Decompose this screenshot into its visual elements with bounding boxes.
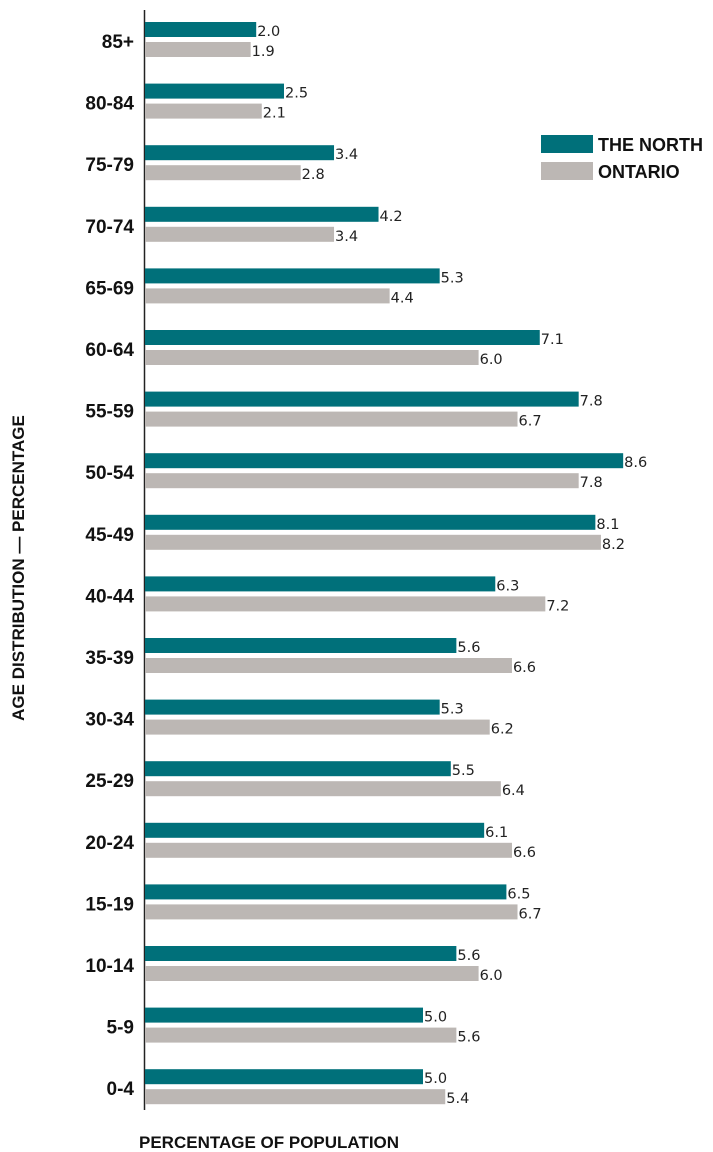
value-label-ontario-45-49: 8.2: [602, 537, 625, 553]
bar-ontario-60-64: [145, 350, 479, 365]
value-label-the-north-75-79: 3.4: [335, 147, 358, 163]
value-label-ontario-85: 1.9: [252, 44, 275, 60]
bar-ontario-20-24: [145, 842, 512, 858]
bar-the-north-10-14: [145, 946, 457, 961]
value-label-ontario-80-84: 2.1: [263, 106, 286, 122]
category-label-25-29: 25-29: [85, 771, 134, 792]
category-label-35-39: 35-39: [85, 648, 134, 669]
value-label-ontario-40-44: 7.2: [546, 598, 569, 614]
legend-swatch-ontario: [541, 162, 593, 180]
legend-label-the-north: THE NORTH: [598, 135, 703, 155]
category-label-70-74: 70-74: [85, 217, 134, 238]
value-label-ontario-70-74: 3.4: [335, 229, 358, 245]
bar-the-north-85: [145, 22, 257, 37]
category-label-45-49: 45-49: [85, 525, 134, 546]
category-label-55-59: 55-59: [85, 402, 134, 423]
value-label-the-north-45-49: 8.1: [596, 517, 619, 533]
bar-ontario-50-54: [145, 473, 579, 489]
value-label-ontario-75-79: 2.8: [302, 167, 325, 183]
value-label-ontario-15-19: 6.7: [519, 906, 542, 922]
bar-the-north-60-64: [145, 330, 540, 345]
bar-ontario-10-14: [145, 966, 479, 981]
legend: THE NORTH ONTARIO: [541, 135, 703, 182]
value-label-the-north-65-69: 5.3: [441, 270, 464, 286]
bar-the-north-30-34: [145, 699, 440, 715]
value-label-the-north-60-64: 7.1: [541, 332, 564, 348]
bar-ontario-65-69: [145, 288, 390, 304]
value-label-the-north-35-39: 5.6: [457, 640, 480, 656]
category-label-65-69: 65-69: [85, 278, 134, 299]
value-label-the-north-0-4: 5.0: [424, 1071, 447, 1087]
value-label-the-north-55-59: 7.8: [580, 394, 603, 410]
category-label-15-19: 15-19: [85, 894, 134, 915]
category-label-20-24: 20-24: [85, 833, 134, 854]
bar-the-north-80-84: [145, 83, 284, 99]
value-label-ontario-30-34: 6.2: [491, 722, 514, 738]
value-label-ontario-0-4: 5.4: [446, 1091, 469, 1107]
bar-ontario-55-59: [145, 411, 518, 427]
value-label-ontario-65-69: 4.4: [391, 290, 414, 306]
bar-ontario-0-4: [145, 1089, 446, 1105]
bar-ontario-70-74: [145, 226, 335, 242]
value-label-ontario-60-64: 6.0: [480, 352, 503, 368]
category-label-80-84: 80-84: [85, 94, 134, 115]
bar-ontario-75-79: [145, 165, 301, 181]
bar-the-north-5-9: [145, 1007, 423, 1023]
category-label-10-14: 10-14: [85, 956, 134, 977]
bar-the-north-75-79: [145, 145, 335, 161]
bar-the-north-20-24: [145, 822, 485, 838]
bar-the-north-65-69: [145, 268, 440, 284]
value-label-ontario-35-39: 6.6: [513, 660, 536, 676]
value-label-the-north-10-14: 5.6: [457, 948, 480, 964]
bar-ontario-40-44: [145, 596, 546, 612]
bar-ontario-15-19: [145, 904, 518, 920]
bar-the-north-70-74: [145, 206, 379, 222]
bar-the-north-50-54: [145, 453, 624, 469]
category-label-60-64: 60-64: [85, 340, 134, 361]
bar-the-north-40-44: [145, 576, 496, 592]
category-label-75-79: 75-79: [85, 155, 134, 176]
value-label-the-north-50-54: 8.6: [624, 455, 647, 471]
bar-ontario-85: [145, 42, 251, 57]
bar-ontario-80-84: [145, 103, 262, 119]
value-label-ontario-50-54: 7.8: [580, 475, 603, 491]
value-label-ontario-5-9: 5.6: [457, 1030, 480, 1046]
bar-the-north-55-59: [145, 391, 579, 407]
legend-label-ontario: ONTARIO: [598, 162, 680, 182]
category-label-50-54: 50-54: [85, 463, 134, 484]
bar-the-north-35-39: [145, 638, 457, 653]
value-label-the-north-40-44: 6.3: [496, 578, 519, 594]
value-label-ontario-10-14: 6.0: [480, 968, 503, 984]
category-label-5-9: 5-9: [107, 1018, 134, 1039]
bar-the-north-0-4: [145, 1069, 423, 1085]
value-label-the-north-70-74: 4.2: [380, 209, 403, 225]
value-label-ontario-25-29: 6.4: [502, 783, 525, 799]
bar-ontario-25-29: [145, 781, 501, 797]
value-label-the-north-25-29: 5.5: [452, 763, 475, 779]
bar-ontario-45-49: [145, 534, 601, 550]
bar-the-north-25-29: [145, 761, 451, 777]
value-label-ontario-20-24: 6.6: [513, 845, 536, 861]
category-label-40-44: 40-44: [85, 586, 134, 607]
value-label-the-north-80-84: 2.5: [285, 86, 308, 102]
bars-group: 85+ 2.0 1.9 80-84 2.5 2.1 75-79 3.4 2.8 70-74 4.2 3…: [85, 22, 647, 1107]
value-label-ontario-55-59: 6.7: [519, 414, 542, 430]
bar-ontario-35-39: [145, 658, 512, 673]
value-label-the-north-85: 2.0: [257, 24, 280, 40]
y-axis-title: AGE DISTRIBUTION — PERCENTAGE: [9, 415, 28, 721]
category-label-30-34: 30-34: [85, 710, 134, 731]
bar-ontario-30-34: [145, 719, 490, 735]
value-label-the-north-15-19: 6.5: [507, 886, 530, 902]
x-axis-title: PERCENTAGE OF POPULATION: [139, 1133, 399, 1152]
value-label-the-north-5-9: 5.0: [424, 1010, 447, 1026]
bar-the-north-15-19: [145, 884, 507, 900]
value-label-the-north-30-34: 5.3: [441, 702, 464, 718]
category-label-85: 85+: [102, 32, 134, 53]
value-label-the-north-20-24: 6.1: [485, 825, 508, 841]
category-label-0-4: 0-4: [107, 1079, 135, 1100]
bar-the-north-45-49: [145, 514, 596, 530]
bar-ontario-5-9: [145, 1027, 457, 1043]
legend-swatch-the-north: [541, 135, 593, 153]
